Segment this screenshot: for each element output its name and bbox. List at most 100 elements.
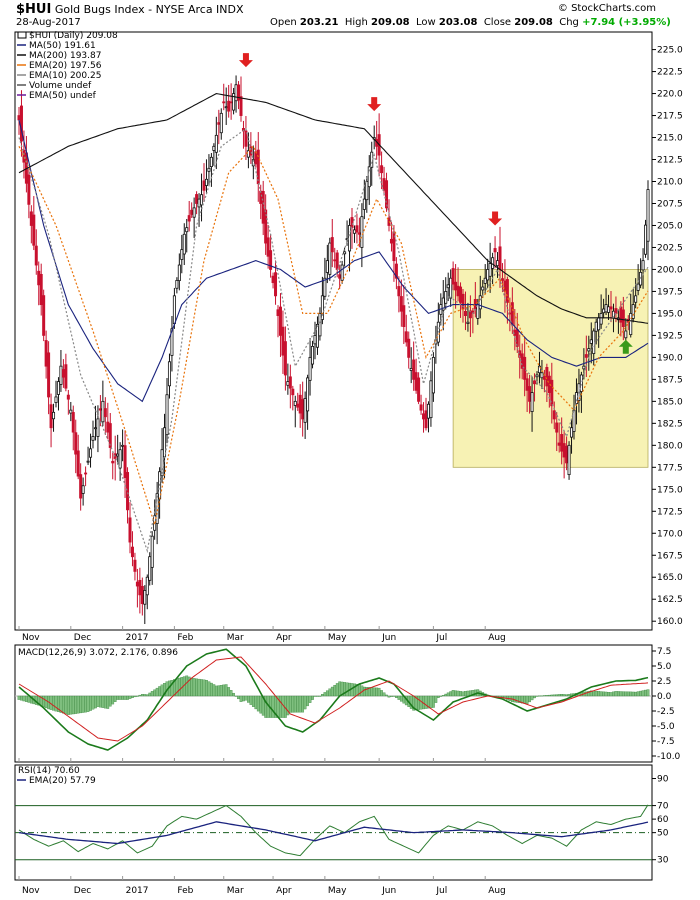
macd-histogram-bar <box>202 679 206 697</box>
candle-body <box>39 273 43 306</box>
candle-body <box>429 380 433 419</box>
macd-histogram-bar <box>131 695 134 698</box>
macd-histogram-bar <box>76 695 80 714</box>
macd-histogram-bar <box>214 685 218 697</box>
macd-histogram-bar <box>247 695 250 703</box>
candle-body <box>207 167 211 172</box>
candle-body <box>483 277 487 284</box>
macd-histogram-bar <box>54 695 58 712</box>
candle-body <box>340 264 344 281</box>
macd-histogram-bar <box>128 695 132 699</box>
candle-body <box>128 517 132 543</box>
candle-body <box>311 345 315 365</box>
macd-histogram-bar <box>555 694 559 697</box>
candle-body <box>488 263 492 277</box>
candle-body <box>276 309 280 317</box>
macd-histogram-bar <box>362 686 366 697</box>
candle-body <box>172 295 176 325</box>
macd-histogram-bar <box>614 691 618 697</box>
price-axis-tick-label: 160.0 <box>657 617 683 627</box>
candle-body <box>424 410 428 429</box>
close-value: 209.08 <box>514 17 553 28</box>
candle-body <box>446 284 450 289</box>
macd-axis-tick-label: 5.0 <box>657 662 672 672</box>
candle-body <box>214 134 218 153</box>
consolidation-highlight-box <box>452 269 649 468</box>
macd-histogram-bar <box>111 695 115 705</box>
candle-body <box>609 306 613 310</box>
macd-histogram-bar <box>557 694 561 697</box>
macd-histogram-bar <box>148 692 152 697</box>
candle-body <box>143 590 147 605</box>
candle-body <box>463 310 467 317</box>
macd-histogram-bar <box>525 695 529 705</box>
candle-body <box>602 308 606 314</box>
candle-body <box>592 330 596 354</box>
x-axis-tick-label: Jul <box>435 633 447 643</box>
macd-histogram-bar <box>372 687 376 697</box>
price-axis-tick-label: 167.5 <box>657 551 683 561</box>
x-axis-tick-label-bottom: Apr <box>276 886 292 896</box>
macd-histogram-bar <box>22 695 26 702</box>
macd-histogram-bar <box>434 695 438 703</box>
candle-body <box>486 269 490 281</box>
candle-body <box>296 403 300 408</box>
price-axis-tick-label: 215.0 <box>657 134 683 144</box>
macd-histogram-bar <box>318 695 322 697</box>
rsi-legend: RSI(14) 70.60 <box>18 766 80 776</box>
candle-body <box>320 295 324 320</box>
macd-histogram-bar <box>311 695 314 700</box>
macd-histogram-bar <box>523 695 527 704</box>
panel-frame-3 <box>14 764 653 881</box>
candle-body <box>500 278 504 281</box>
macd-histogram-bar <box>461 691 465 697</box>
candle-body <box>530 392 534 412</box>
candle-body <box>86 460 90 463</box>
candle-body <box>93 427 97 430</box>
macd-histogram-bar <box>380 690 383 697</box>
x-axis-tick-label: Jun <box>381 633 396 643</box>
candle-body <box>185 227 189 233</box>
candle-body <box>135 581 139 587</box>
candle-body <box>414 372 418 391</box>
copyright-stockcharts: © StockCharts.com <box>557 3 656 14</box>
macd-histogram-bar <box>158 686 161 697</box>
macd-histogram-bar <box>624 691 628 697</box>
macd-histogram-bar <box>64 695 68 715</box>
candle-body <box>542 376 546 380</box>
x-axis-tick-label-bottom: Jul <box>435 886 447 896</box>
rsi-axis-tick-label: 30 <box>657 856 669 866</box>
macd-histogram-bar <box>89 695 92 711</box>
macd-histogram-bar <box>108 695 112 707</box>
macd-histogram-bar <box>20 695 23 701</box>
macd-histogram-bar <box>86 695 90 712</box>
candle-body <box>217 122 221 125</box>
candle-body <box>629 313 633 336</box>
macd-histogram-bar <box>646 689 650 697</box>
macd-histogram-bar <box>385 694 388 697</box>
macd-histogram-bar <box>560 694 564 697</box>
candle-body <box>338 274 342 279</box>
macd-axis-tick-label: -5.0 <box>657 722 675 732</box>
candle-body <box>422 413 426 420</box>
candle-body <box>636 283 640 291</box>
macd-histogram-bar <box>301 695 305 713</box>
price-axis-tick-label: 170.0 <box>657 529 683 539</box>
macd-histogram-bar <box>562 694 566 697</box>
macd-histogram-bar <box>419 695 423 710</box>
candle-body <box>224 106 228 109</box>
macd-histogram-bar <box>552 694 556 697</box>
macd-histogram-bar <box>612 691 615 697</box>
macd-histogram <box>17 675 650 718</box>
macd-histogram-bar <box>604 691 608 697</box>
macd-histogram-bar <box>229 690 233 697</box>
macd-histogram-bar <box>333 685 337 697</box>
macd-signal-line <box>18 656 649 742</box>
candle-body <box>409 367 413 371</box>
candle-body <box>106 421 110 433</box>
candle-body <box>177 264 181 282</box>
macd-axis-tick-label: -2.5 <box>657 707 675 717</box>
macd-histogram-bar <box>244 695 248 701</box>
red-down-arrow-icon <box>367 97 382 112</box>
candle-body <box>367 166 371 188</box>
